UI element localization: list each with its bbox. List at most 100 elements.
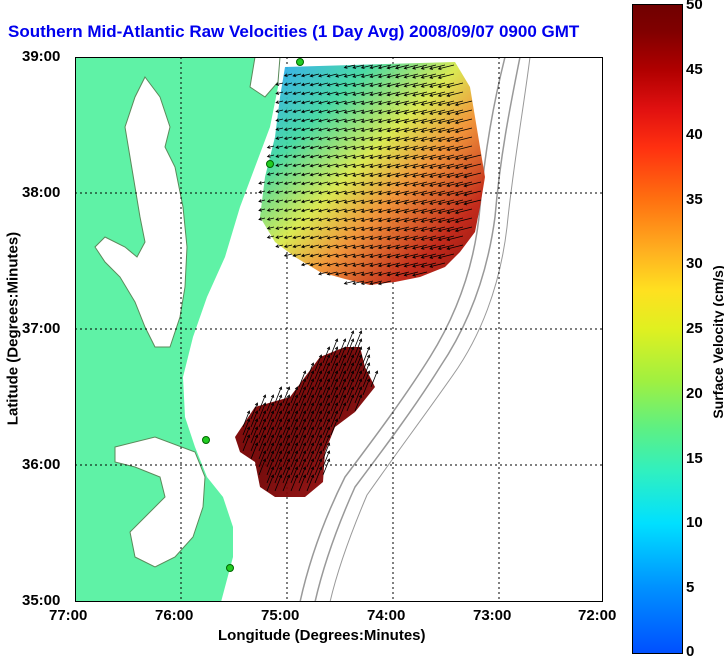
velocity-arrow (420, 136, 437, 142)
velocity-arrow (343, 127, 356, 132)
velocity-arrow (394, 199, 410, 205)
velocity-arrow (377, 145, 392, 151)
velocity-arrow (446, 100, 464, 107)
velocity-arrow (250, 442, 259, 460)
velocity-arrow (360, 226, 374, 231)
map-area[interactable] (75, 57, 603, 602)
velocity-arrow (298, 450, 307, 468)
colorbar-tick: 25 (686, 320, 703, 337)
velocity-arrow (343, 280, 356, 285)
velocity-arrow (318, 199, 329, 204)
velocity-arrow (386, 145, 401, 151)
velocity-arrow (420, 82, 437, 88)
velocity-arrow (326, 235, 338, 240)
velocity-arrow (360, 109, 374, 114)
velocity-arrow (335, 172, 347, 177)
velocity-arrow (454, 226, 473, 233)
velocity-arrow (322, 434, 331, 452)
velocity-arrow (326, 109, 338, 114)
velocity-arrow (386, 154, 401, 160)
velocity-arrow (437, 136, 455, 143)
velocity-arrow (266, 145, 275, 149)
velocity-arrow (429, 262, 446, 268)
velocity-arrow (369, 226, 383, 232)
velocity-arrow (352, 271, 365, 276)
velocity-arrow (314, 362, 323, 380)
velocity-arrow (369, 109, 383, 115)
bathymetry-contour (299, 57, 506, 602)
velocity-arrow (258, 442, 267, 460)
velocity-arrow (290, 394, 299, 412)
velocity-arrow (454, 181, 473, 188)
velocity-arrow (274, 434, 283, 452)
velocity-arrow (306, 434, 315, 452)
velocity-arrow (362, 370, 371, 388)
velocity-arrow (298, 434, 307, 452)
velocity-arrow (290, 466, 299, 484)
velocity-arrow (420, 163, 437, 169)
velocity-arrow (326, 217, 338, 222)
velocity-arrow (326, 244, 338, 249)
velocity-arrow (300, 199, 311, 204)
velocity-arrow (377, 91, 392, 97)
velocity-arrow (429, 118, 446, 124)
velocity-arrow (412, 109, 428, 115)
velocity-arrow (369, 64, 383, 70)
velocity-arrow (352, 262, 365, 267)
velocity-arrow (322, 354, 331, 372)
velocity-arrow (446, 136, 464, 143)
velocity-arrow (283, 154, 293, 158)
velocity-arrow (446, 145, 464, 152)
colorbar (632, 4, 683, 654)
velocity-arrow (369, 154, 383, 160)
velocity-arrow (258, 426, 267, 444)
velocity-arrow (266, 450, 275, 468)
velocity-arrow (335, 199, 347, 204)
velocity-arrow (463, 181, 482, 188)
velocity-arrow (360, 100, 374, 105)
velocity-arrow (275, 226, 284, 230)
velocity-arrow (377, 262, 392, 268)
velocity-arrow (298, 394, 307, 412)
velocity-arrow (292, 172, 302, 177)
velocity-arrow (335, 181, 347, 186)
velocity-arrow (274, 394, 283, 412)
velocity-arrow (352, 208, 365, 213)
velocity-arrow (446, 244, 464, 251)
velocity-arrow (283, 181, 293, 185)
velocity-arrow (322, 426, 331, 444)
velocity-arrow (266, 208, 275, 212)
velocity-arrow (346, 338, 355, 356)
velocity-arrow (437, 163, 455, 170)
velocity-arrow (266, 199, 275, 203)
velocity-arrow (300, 145, 311, 150)
velocity-arrow (394, 262, 410, 268)
colorbar-tick: 0 (686, 643, 695, 660)
velocity-arrow (394, 172, 410, 178)
velocity-arrow (394, 253, 410, 259)
velocity-arrow (283, 109, 293, 113)
velocity-arrow (322, 394, 331, 412)
velocity-arrow (403, 82, 419, 88)
velocity-arrow (322, 370, 331, 388)
velocity-arrow (352, 109, 365, 114)
velocity-arrow (326, 226, 338, 231)
velocity-arrow (354, 378, 363, 396)
velocity-arrow (394, 271, 410, 277)
velocity-arrow (412, 217, 428, 223)
velocity-arrow (275, 154, 284, 158)
velocity-arrow (318, 262, 329, 267)
velocity-arrow (454, 118, 473, 125)
velocity-arrow (338, 362, 347, 380)
velocity-arrow (454, 145, 473, 152)
velocity-arrow (403, 217, 419, 223)
velocity-arrow (318, 208, 329, 213)
velocity-arrow (352, 91, 365, 96)
velocity-arrow (346, 346, 355, 364)
velocity-arrow (292, 109, 302, 114)
velocity-arrow (446, 118, 464, 125)
velocity-arrow (306, 426, 315, 444)
velocity-arrow (283, 235, 293, 239)
velocity-arrow (343, 235, 356, 240)
velocity-arrow (352, 64, 365, 69)
